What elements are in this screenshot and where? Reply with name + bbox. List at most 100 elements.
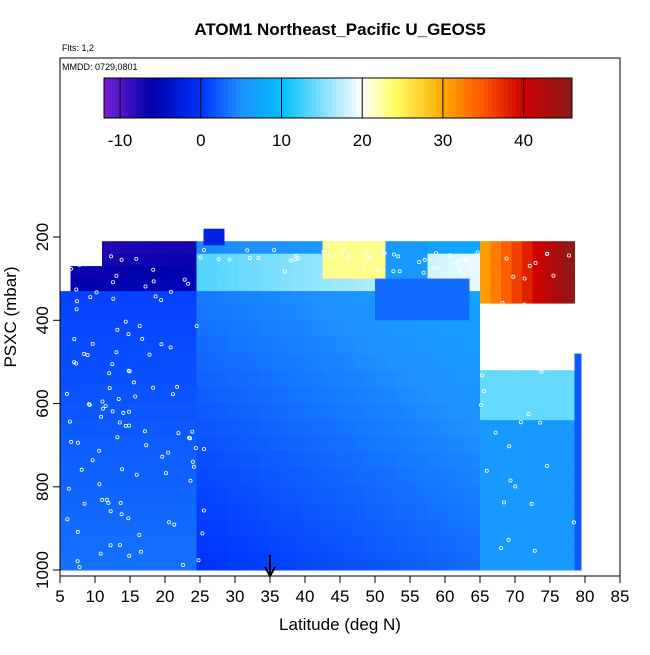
heatmap-cell — [280, 503, 292, 521]
heatmap-cell — [186, 420, 197, 438]
heatmap-cell — [165, 553, 176, 571]
heatmap-cell — [385, 291, 397, 305]
heatmap-cell — [123, 336, 134, 355]
heatmap-cell — [249, 520, 260, 538]
flight-point — [153, 294, 158, 299]
colorbar-swatch — [396, 78, 401, 118]
heatmap-cell — [196, 470, 208, 488]
heatmap-cell — [81, 320, 92, 338]
heatmap-cell — [238, 370, 250, 388]
heatmap-cell — [490, 303, 502, 321]
colorbar-swatch — [412, 78, 417, 118]
heatmap-cell — [259, 403, 271, 421]
heatmap-cell — [333, 453, 344, 471]
x-tick-label: 55 — [401, 587, 420, 606]
flight-point — [180, 563, 185, 568]
heatmap-cell — [165, 303, 176, 321]
colorbar-swatch — [508, 78, 513, 118]
heatmap-cell — [207, 291, 218, 305]
heatmap-cell — [406, 353, 418, 371]
date-note: MMDD: 0729,0801 — [62, 62, 138, 72]
heatmap-cell — [385, 370, 397, 388]
heatmap-cell — [343, 486, 355, 504]
heatmap-cell — [459, 470, 470, 488]
heatmap-cell — [354, 278, 365, 292]
heatmap-cell — [228, 453, 239, 471]
heatmap-cell — [574, 486, 582, 504]
heatmap-cell — [238, 241, 250, 255]
heatmap-cell — [217, 336, 229, 355]
heatmap-cell — [123, 403, 134, 421]
heatmap-cell — [175, 336, 187, 355]
colorbar-swatch — [188, 78, 193, 118]
heatmap-cell — [574, 470, 582, 488]
heatmap-cell — [81, 386, 92, 404]
heatmap-cell — [501, 386, 512, 404]
heatmap-cell — [427, 386, 439, 404]
heatmap-cell — [490, 486, 502, 504]
x-tick-label: 40 — [296, 587, 315, 606]
heatmap-cell — [112, 336, 124, 355]
colorbar-swatch — [460, 78, 465, 118]
flight-point — [529, 501, 534, 506]
heatmap-cell — [354, 253, 365, 267]
heatmap-cell — [165, 278, 176, 292]
colorbar-swatch — [272, 78, 277, 118]
heatmap-cell — [480, 278, 491, 292]
heatmap-cell — [427, 278, 439, 292]
heatmap-cell — [238, 278, 250, 292]
heatmap-cell — [354, 386, 365, 404]
heatmap-cell — [196, 291, 208, 305]
heatmap-cell — [291, 353, 302, 371]
heatmap-cell — [396, 503, 407, 521]
colorbar-swatch — [544, 78, 549, 118]
x-axis: 5 10 15 20 25 30 35 40 45 50 55 60 65 70 75 80 85 — [55, 576, 629, 606]
flight-point — [381, 247, 386, 252]
heatmap-cell — [112, 353, 124, 371]
heatmap-cell — [501, 336, 512, 355]
heatmap-cell — [322, 320, 334, 338]
flight-point — [190, 429, 195, 434]
x-tick-label: 30 — [226, 587, 245, 606]
heatmap-cell — [238, 386, 250, 404]
colorbar-swatch — [292, 78, 297, 118]
heatmap-cell — [133, 353, 145, 371]
heatmap-cell — [396, 386, 407, 404]
heatmap-cell — [102, 253, 113, 267]
heatmap-cell — [270, 336, 281, 355]
heatmap-cell — [396, 520, 407, 538]
heatmap-cell — [322, 436, 334, 454]
heatmap-cell — [81, 353, 92, 371]
heatmap-cell — [301, 266, 313, 280]
heatmap-cell — [196, 503, 208, 521]
heatmap-cell — [480, 453, 491, 471]
flight-point — [566, 253, 571, 258]
heatmap-cell — [417, 503, 428, 521]
heatmap-cell — [448, 536, 460, 554]
heatmap-cell — [196, 336, 208, 355]
heatmap-cell — [280, 241, 292, 255]
heatmap-cell — [532, 403, 544, 421]
heatmap-cell — [301, 486, 313, 504]
flight-point — [187, 435, 192, 440]
heatmap-cell — [186, 520, 197, 538]
heatmap-cell — [322, 303, 334, 321]
heatmap-cell — [333, 420, 344, 438]
heatmap-cell — [417, 453, 428, 471]
heatmap-cell — [175, 370, 187, 388]
heatmap-cell — [203, 228, 225, 246]
heatmap-cell — [186, 403, 197, 421]
heatmap-cell — [543, 303, 554, 321]
heatmap-cell — [259, 241, 271, 255]
heatmap-cell — [228, 420, 239, 438]
heatmap-cell — [301, 291, 313, 305]
heatmap-cell — [280, 420, 292, 438]
heatmap-cell — [354, 520, 365, 538]
heatmap-cell — [543, 278, 554, 292]
heatmap-cell — [396, 291, 407, 305]
colorbar-swatch — [344, 78, 349, 118]
heatmap-cell — [543, 403, 554, 421]
heatmap-cell — [217, 436, 229, 454]
heatmap-cell — [217, 453, 229, 471]
flight-point — [522, 302, 527, 307]
